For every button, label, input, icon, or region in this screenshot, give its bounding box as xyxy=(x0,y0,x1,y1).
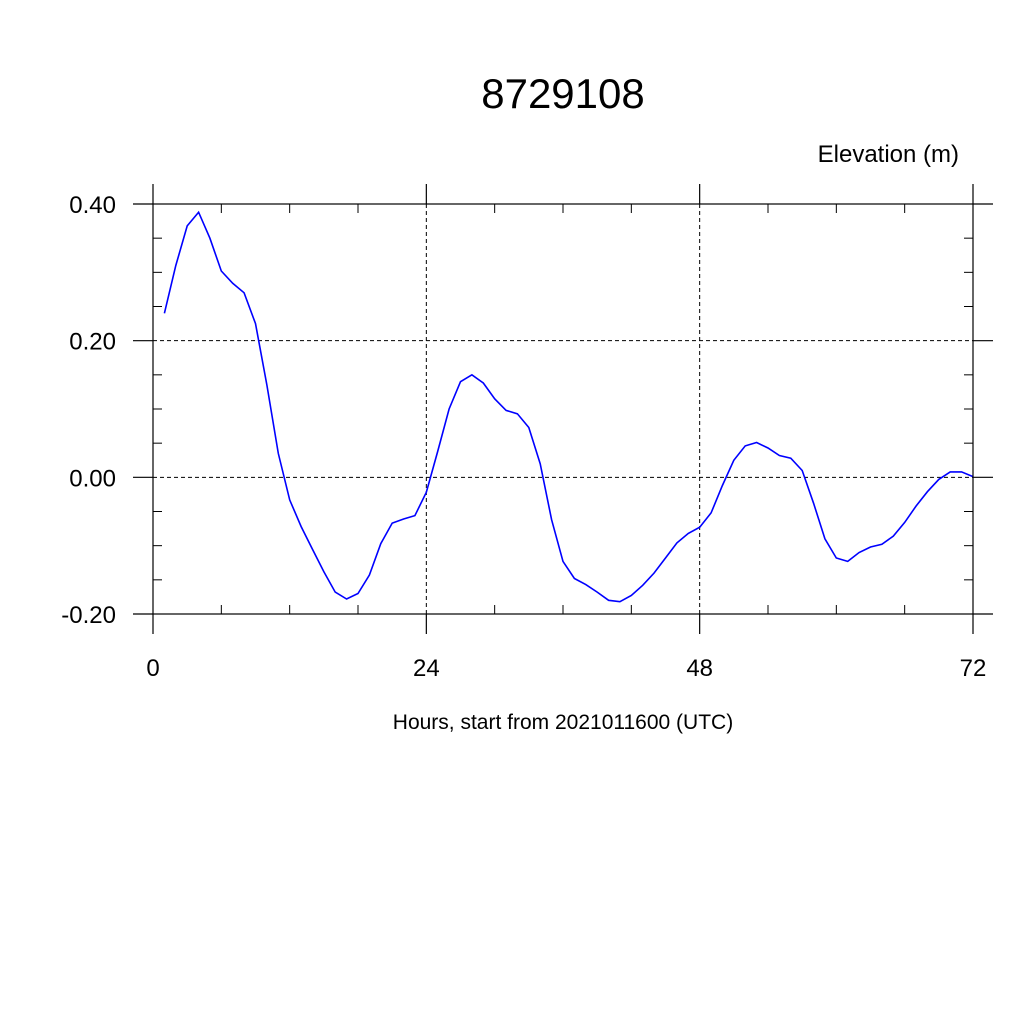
y-tick-label: 0.40 xyxy=(69,192,116,219)
x-tick-label: 48 xyxy=(686,655,713,682)
x-tick-label: 0 xyxy=(146,655,159,682)
series-line xyxy=(163,210,974,603)
x-axis-label: Hours, start from 2021011600 (UTC) xyxy=(393,711,733,734)
axis-ticks xyxy=(133,184,993,634)
grid-lines xyxy=(152,203,974,615)
plot-frame xyxy=(152,203,974,615)
units-label: Elevation (m) xyxy=(818,141,959,168)
x-tick-label: 24 xyxy=(413,655,440,682)
axis-tick-labels: 0 24 48 72 -0.20 0.00 0.20 0.40 xyxy=(61,192,986,682)
x-tick-label: 72 xyxy=(960,655,987,682)
y-tick-label: -0.20 xyxy=(61,602,116,629)
chart-title: 8729108 xyxy=(481,70,645,117)
y-tick-label: 0.20 xyxy=(69,329,116,356)
y-tick-label: 0.00 xyxy=(69,465,116,492)
